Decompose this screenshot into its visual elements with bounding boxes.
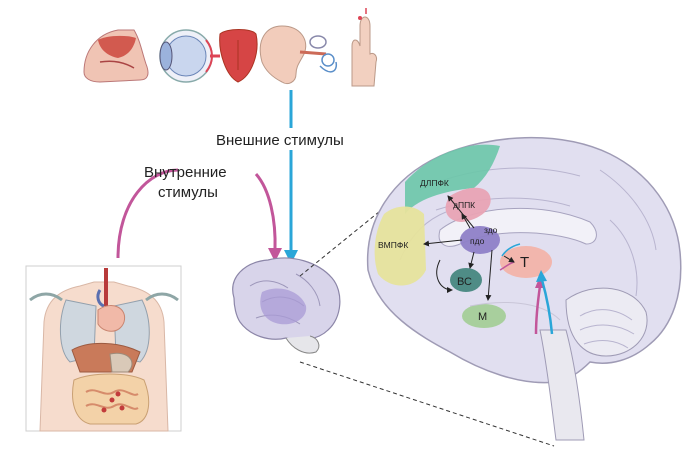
finger-touch-icon: [351, 8, 377, 87]
region-label-vs: ВС: [457, 276, 472, 288]
torso-organs-illustration: [25, 265, 182, 432]
external-stimuli-arrow: [284, 90, 298, 264]
small-brain-illustration: [232, 257, 341, 354]
region-label-m: М: [478, 311, 487, 323]
ear-icon: [259, 25, 338, 85]
eye-icon: [159, 29, 220, 83]
external-stimuli-label: Внешние стимулы: [216, 132, 344, 149]
region-label-dlpfk: ДЛПФК: [420, 178, 449, 188]
region-label-dppk: дППК: [453, 200, 475, 210]
region-label-vmpfk: ВМПФК: [378, 240, 408, 250]
region-label-zdo: здо: [484, 225, 498, 235]
region-label-t: Т: [520, 254, 529, 271]
nose-icon: [83, 29, 149, 83]
zoom-line-bottom: [299, 361, 555, 447]
internal-stimuli-label-line2: стимулы: [158, 184, 218, 201]
internal-stimuli-label-line1: Внутренние: [144, 164, 227, 181]
internal-stimuli-arrow: [116, 168, 282, 262]
large-brain-sagittal: [366, 137, 682, 441]
tongue-icon: [219, 29, 258, 83]
region-label-pdo: пдо: [470, 236, 485, 246]
